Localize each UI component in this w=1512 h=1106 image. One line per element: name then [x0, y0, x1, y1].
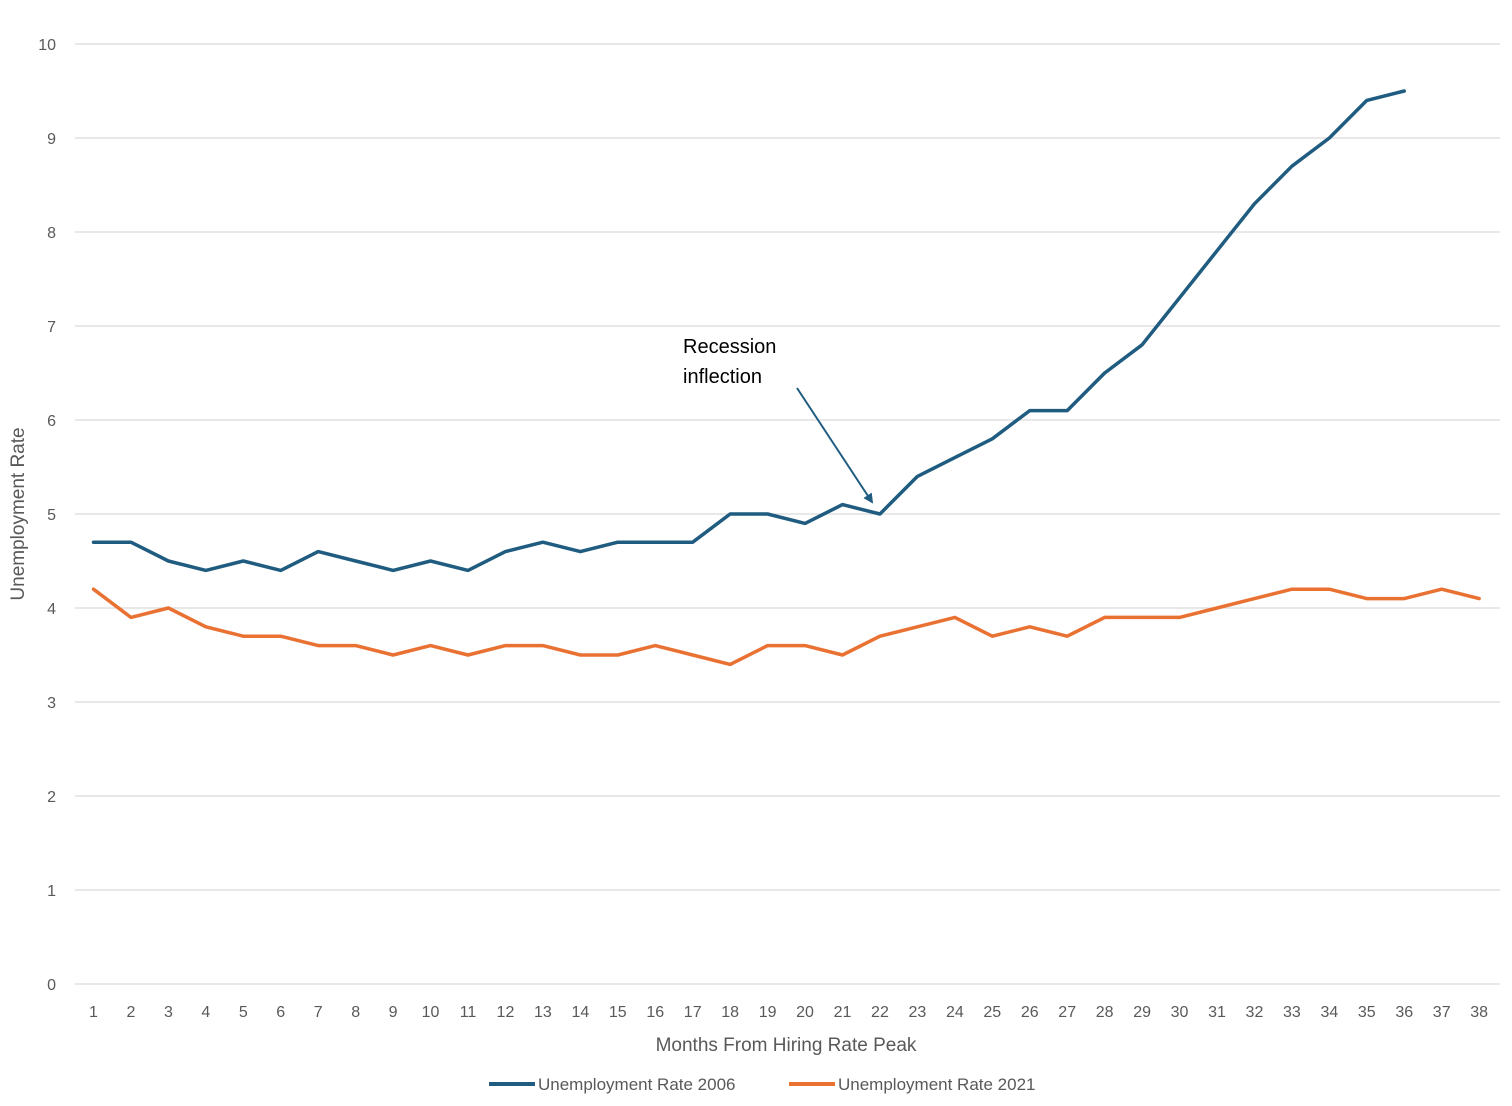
- y-tick-label: 7: [47, 319, 56, 336]
- x-tick-label: 27: [1058, 1004, 1076, 1021]
- x-tick-label: 35: [1358, 1004, 1376, 1021]
- annotation-line-2: inflection: [683, 366, 762, 388]
- x-tick-label: 9: [389, 1004, 398, 1021]
- x-tick-label: 33: [1283, 1004, 1301, 1021]
- x-tick-label: 22: [871, 1004, 889, 1021]
- x-tick-label: 5: [239, 1004, 248, 1021]
- y-tick-label: 4: [47, 601, 56, 618]
- x-tick-label: 21: [834, 1004, 852, 1021]
- y-tick-label: 10: [38, 37, 56, 54]
- gridlines: [75, 43, 1500, 985]
- x-tick-label: 34: [1320, 1004, 1338, 1021]
- x-tick-label: 37: [1433, 1004, 1451, 1021]
- x-tick-label: 26: [1021, 1004, 1039, 1021]
- legend-label-2021: Unemployment Rate 2021: [838, 1075, 1036, 1094]
- x-tick-label: 30: [1171, 1004, 1189, 1021]
- x-axis-title: Months From Hiring Rate Peak: [656, 1035, 917, 1056]
- x-tick-label: 32: [1246, 1004, 1264, 1021]
- y-tick-label: 6: [47, 413, 56, 430]
- x-tick-label: 11: [460, 1004, 477, 1021]
- x-tick-label: 28: [1096, 1004, 1114, 1021]
- x-tick-label: 3: [164, 1004, 173, 1021]
- annotation-arrow: [796, 387, 874, 504]
- y-tick-label: 5: [47, 507, 56, 524]
- x-tick-label: 31: [1208, 1004, 1226, 1021]
- series-line-2021: [91, 587, 1481, 667]
- x-tick-label: 7: [314, 1004, 323, 1021]
- y-tick-label: 2: [47, 789, 56, 806]
- y-tick-label: 8: [47, 225, 56, 242]
- x-tick-label: 24: [946, 1004, 964, 1021]
- x-tick-label: 15: [609, 1004, 627, 1021]
- y-tick-label: 0: [47, 977, 56, 994]
- y-tick-label: 1: [47, 883, 56, 900]
- series-lines: [91, 89, 1481, 667]
- x-tick-label: 13: [534, 1004, 552, 1021]
- x-tick-label: 18: [721, 1004, 739, 1021]
- x-tick-label: 1: [89, 1004, 98, 1021]
- x-tick-label: 6: [276, 1004, 285, 1021]
- x-tick-label: 2: [126, 1004, 135, 1021]
- x-tick-label: 17: [684, 1004, 702, 1021]
- x-tick-label: 36: [1395, 1004, 1413, 1021]
- x-tick-label: 8: [351, 1004, 360, 1021]
- x-tick-label: 10: [422, 1004, 440, 1021]
- annotation-line-1: Recession: [683, 336, 776, 358]
- legend-label-2006: Unemployment Rate 2006: [538, 1075, 736, 1094]
- x-tick-label: 19: [759, 1004, 777, 1021]
- x-tick-label: 20: [796, 1004, 814, 1021]
- y-axis-title: Unemployment Rate: [8, 427, 29, 600]
- x-tick-label: 25: [983, 1004, 1001, 1021]
- x-tick-label: 23: [909, 1004, 927, 1021]
- y-tick-label: 3: [47, 695, 56, 712]
- x-tick-label: 16: [646, 1004, 664, 1021]
- x-tick-label: 14: [571, 1004, 589, 1021]
- x-tick-label: 12: [497, 1004, 515, 1021]
- annotation: Recession inflection: [683, 336, 874, 504]
- y-tick-label: 9: [47, 131, 56, 148]
- legend: Unemployment Rate 2006 Unemployment Rate…: [489, 1075, 1036, 1094]
- x-axis-ticks: 1 2 3 4 5 6 7 8 9 10 11 12 13 14 15 16 17 18 19 20 21 22 23 24 2…: [89, 1004, 1488, 1021]
- series-line-2006: [91, 89, 1406, 573]
- x-tick-label: 29: [1133, 1004, 1151, 1021]
- y-axis-ticks: 0 1 2 3 4 5 6 7 8 9 10: [38, 37, 56, 994]
- x-tick-label: 38: [1470, 1004, 1488, 1021]
- x-tick-label: 4: [201, 1004, 210, 1021]
